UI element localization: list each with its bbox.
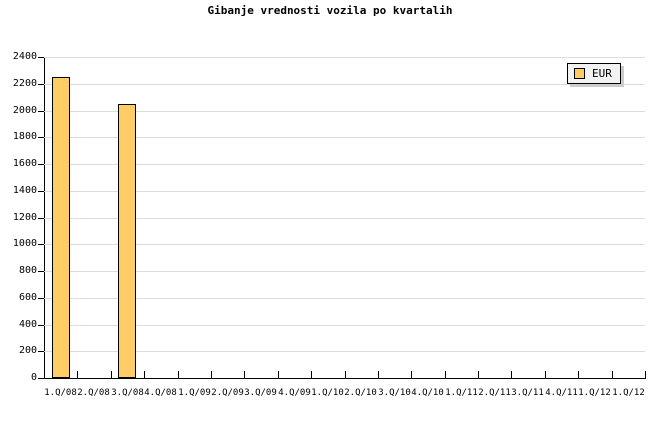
plot-area [44, 57, 645, 378]
y-axis-tick [38, 57, 44, 58]
x-axis-tick-label: 2.Q/08 [77, 388, 110, 398]
y-axis-labels: 0 200 400 600 800 1000 1200 1400 1600 1800 2000 220… [0, 0, 37, 440]
x-axis-tick [378, 371, 379, 378]
x-axis-tick-label: 2.Q/11 [478, 388, 511, 398]
x-axis-tick [144, 371, 145, 378]
x-axis-tick-label: 1.Q/09 [178, 388, 211, 398]
y-axis-tick [38, 111, 44, 112]
gridline [44, 325, 645, 326]
x-axis-tick [478, 371, 479, 378]
chart-title: Gibanje vrednosti vozila po kvartalih [207, 4, 453, 17]
x-axis-tick [244, 371, 245, 378]
gridline [44, 244, 645, 245]
gridline [44, 218, 645, 219]
x-axis-tick [278, 371, 279, 378]
y-axis-tick-label: 1200 [12, 212, 37, 223]
y-axis-tick-label: 1400 [12, 185, 37, 196]
x-axis-tick-label: 1.Q/12 [612, 388, 645, 398]
y-axis-tick-label: 400 [18, 319, 37, 330]
y-axis-tick-label: 1800 [12, 131, 37, 142]
x-axis-tick [311, 371, 312, 378]
y-axis-tick [38, 298, 44, 299]
gridline [44, 57, 645, 58]
x-axis-tick-label: 2.Q/09 [211, 388, 244, 398]
legend-swatch-eur [574, 68, 585, 79]
x-axis-tick-label: 2.Q/10 [344, 388, 377, 398]
x-axis-tick [612, 371, 613, 378]
x-axis-tick-label: 3.Q/10 [378, 388, 411, 398]
x-axis-tick [545, 371, 546, 378]
chart-legend[interactable]: EUR [567, 63, 621, 84]
y-axis-tick-label: 1000 [12, 238, 37, 249]
y-axis-tick-label: 600 [18, 292, 37, 303]
gridline [44, 111, 645, 112]
x-axis-tick [578, 371, 579, 378]
y-axis-tick-label: 200 [18, 345, 37, 356]
bar[interactable] [52, 77, 70, 378]
y-axis-tick [38, 84, 44, 85]
x-axis-tick-label: 1.Q/12 [578, 388, 611, 398]
y-axis-tick-label: 800 [18, 265, 37, 276]
y-axis-tick [38, 164, 44, 165]
gridline [44, 84, 645, 85]
gridline [44, 298, 645, 299]
x-axis-tick-label: 1.Q/11 [445, 388, 478, 398]
y-axis-tick-label: 0 [30, 372, 37, 383]
gridline [44, 137, 645, 138]
x-axis-tick-label: 4.Q/10 [411, 388, 444, 398]
y-axis-tick-label: 1600 [12, 158, 37, 169]
x-axis-tick-label: 1.Q/08 [44, 388, 77, 398]
x-axis-tick-label: 4.Q/09 [278, 388, 311, 398]
x-axis-tick-label: 3.Q/11 [511, 388, 544, 398]
gridline [44, 191, 645, 192]
x-axis-tick-label: 1.Q/10 [311, 388, 344, 398]
x-axis-tick-label: 4.Q/11 [545, 388, 578, 398]
y-axis-tick [38, 218, 44, 219]
x-axis-tick [445, 371, 446, 378]
x-axis-tick [178, 371, 179, 378]
gridline [44, 351, 645, 352]
x-axis-tick-label: 3.Q/09 [244, 388, 277, 398]
y-axis-tick [38, 137, 44, 138]
y-axis-tick [38, 325, 44, 326]
y-axis-tick-label: 2200 [12, 78, 37, 89]
y-axis-tick-label: 2000 [12, 105, 37, 116]
y-axis-tick [38, 378, 44, 379]
x-axis-tick [411, 371, 412, 378]
x-axis-tick [345, 371, 346, 378]
y-axis-tick [38, 191, 44, 192]
x-axis-line [44, 378, 646, 379]
bar[interactable] [118, 104, 136, 378]
y-axis-tick-label: 2400 [12, 51, 37, 62]
x-axis-tick-label: 4.Q/08 [144, 388, 177, 398]
gridline [44, 271, 645, 272]
y-axis-tick [38, 351, 44, 352]
y-axis-tick [38, 271, 44, 272]
gridline [44, 164, 645, 165]
x-axis-tick [211, 371, 212, 378]
x-axis-tick [77, 371, 78, 378]
y-axis-tick [38, 244, 44, 245]
x-axis-tick [511, 371, 512, 378]
x-axis-tick-label: 3.Q/08 [111, 388, 144, 398]
x-axis-tick [111, 371, 112, 378]
x-axis-tick [645, 371, 646, 378]
legend-label-eur: EUR [592, 67, 612, 80]
